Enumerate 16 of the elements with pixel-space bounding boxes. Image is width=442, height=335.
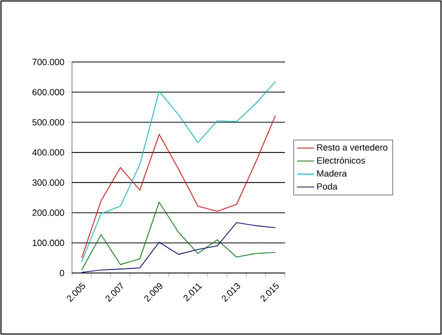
y-tick-label: 500.000	[32, 119, 64, 126]
y-tick-label: 100.000	[32, 240, 64, 246]
y-tick-label: 400.000	[32, 149, 64, 156]
line-series	[81, 202, 276, 270]
y-tick-label: 200.000	[32, 210, 64, 216]
y-tick-label: 300.000	[32, 179, 64, 186]
y-tick-label: 600.000	[32, 88, 64, 96]
legend-label: Resto a vertedero	[317, 144, 388, 151]
y-tick-label: 700.000	[32, 58, 64, 66]
legend-label: Poda	[317, 183, 338, 190]
line-series	[81, 115, 276, 258]
legend-label: Electrónicos	[317, 156, 366, 164]
line-series	[81, 81, 276, 262]
legend-label: Madera	[317, 170, 347, 177]
line-series	[81, 222, 276, 273]
y-tick-label: 0	[60, 270, 64, 276]
